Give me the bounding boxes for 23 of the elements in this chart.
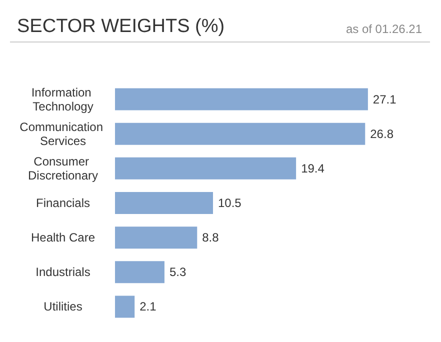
y-tick-label: Utilities bbox=[44, 300, 82, 314]
bar bbox=[115, 296, 135, 318]
y-tick-label: Information Technology bbox=[31, 85, 95, 114]
bar bbox=[115, 192, 213, 214]
y-tick-label: Industrials bbox=[36, 265, 90, 280]
y-tick-label: Financials bbox=[36, 196, 90, 210]
bar bbox=[115, 261, 164, 284]
y-tick-label: Health Care bbox=[30, 230, 96, 245]
bar bbox=[115, 122, 366, 145]
data-label: 27.1 bbox=[372, 92, 397, 106]
bar bbox=[115, 157, 296, 180]
chart-subtitle: as of 01.26.21 bbox=[346, 22, 422, 36]
data-label: 19.4 bbox=[301, 161, 325, 176]
data-label: 8.8 bbox=[202, 230, 220, 245]
bar bbox=[115, 226, 198, 249]
data-label: 26.8 bbox=[370, 126, 394, 141]
bar bbox=[115, 88, 368, 110]
y-tick-label: Communication Services bbox=[20, 120, 106, 148]
data-label: 5.3 bbox=[169, 265, 186, 280]
chart-title: SECTOR WEIGHTS (%) bbox=[17, 16, 225, 37]
y-tick-label: Consumer Discretionary bbox=[28, 154, 98, 182]
data-label: 2.1 bbox=[140, 300, 157, 314]
data-label: 10.5 bbox=[218, 196, 242, 210]
